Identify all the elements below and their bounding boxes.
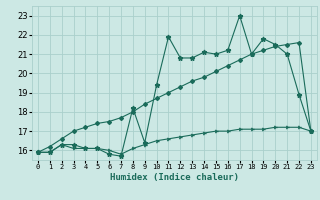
X-axis label: Humidex (Indice chaleur): Humidex (Indice chaleur) — [110, 173, 239, 182]
